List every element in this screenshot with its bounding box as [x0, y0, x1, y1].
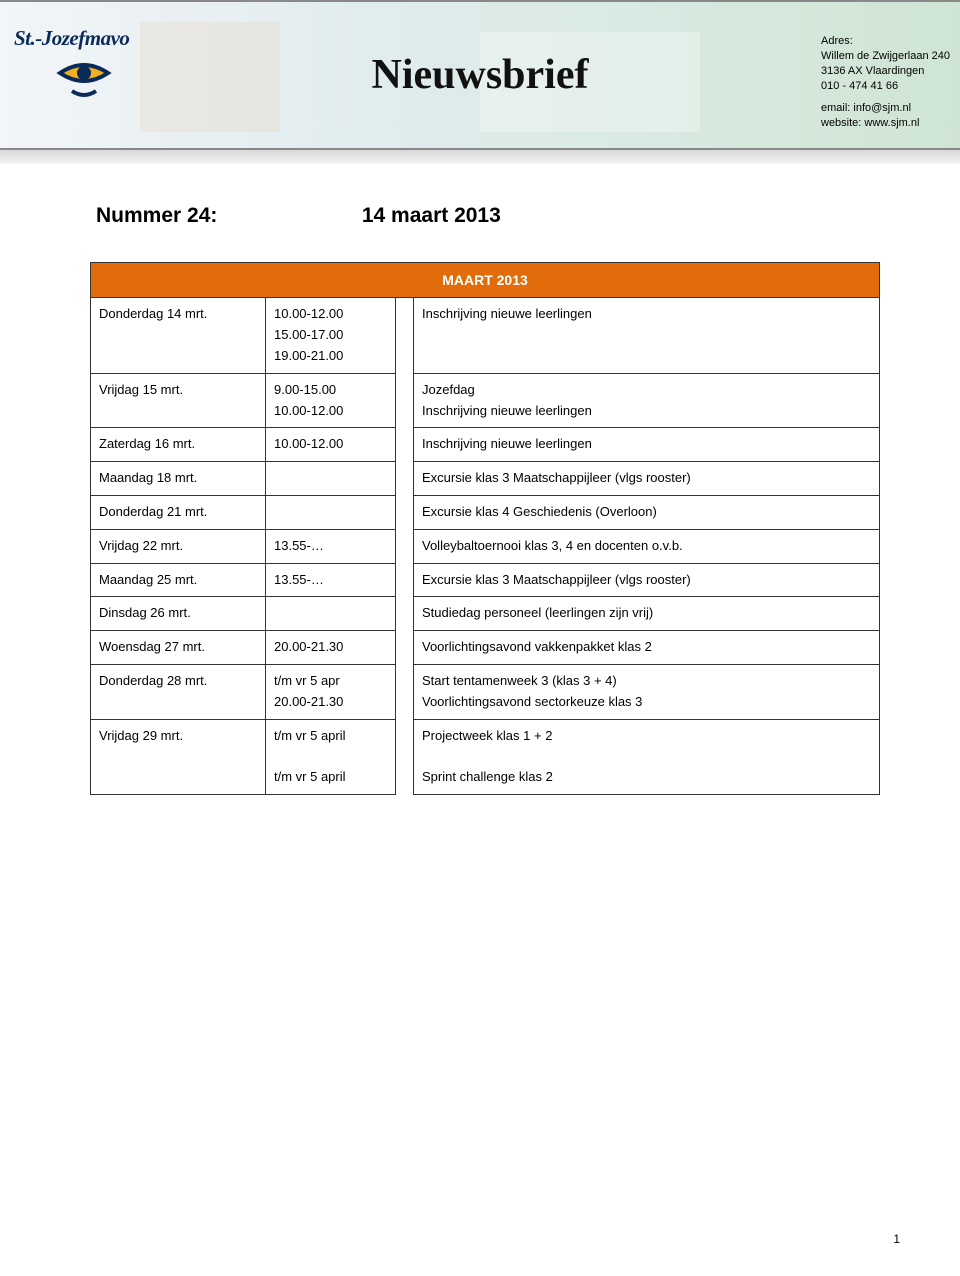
cell-time: 20.00-21.30	[266, 631, 396, 665]
cell-description: Projectweek klas 1 + 2Sprint challenge k…	[414, 719, 880, 794]
cell-day: Woensdag 27 mrt.	[91, 631, 266, 665]
cell-description: Excursie klas 3 Maatschappijleer (vlgs r…	[414, 563, 880, 597]
cell-description: JozefdagInschrijving nieuwe leerlingen	[414, 373, 880, 428]
banner-underline	[0, 150, 960, 164]
table-row: Donderdag 14 mrt.10.00-12.0015.00-17.001…	[91, 298, 880, 373]
table-row: Vrijdag 29 mrt.t/m vr 5 aprilt/m vr 5 ap…	[91, 719, 880, 794]
address-line2: 3136 AX Vlaardingen	[821, 64, 950, 79]
page-number: 1	[893, 1232, 900, 1246]
cell-time: t/m vr 5 apr20.00-21.30	[266, 664, 396, 719]
address-line1: Willem de Zwijgerlaan 240	[821, 49, 950, 64]
issue-number: Nummer 24:	[96, 204, 356, 228]
cell-description: Inschrijving nieuwe leerlingen	[414, 428, 880, 462]
table-row: Donderdag 21 mrt. Excursie klas 4 Geschie…	[91, 495, 880, 529]
cell-description: Inschrijving nieuwe leerlingen	[414, 298, 880, 373]
cell-spacer	[396, 563, 414, 597]
cell-day: Donderdag 14 mrt.	[91, 298, 266, 373]
cell-day: Maandag 25 mrt.	[91, 563, 266, 597]
table-row: Vrijdag 15 mrt. 9.00-15.0010.00-12.00 Joz…	[91, 373, 880, 428]
cell-time: 13.55-…	[266, 529, 396, 563]
cell-description: Start tentamenweek 3 (klas 3 + 4)Voorlic…	[414, 664, 880, 719]
issue-date: 14 maart 2013	[362, 204, 501, 227]
cell-time: t/m vr 5 aprilt/m vr 5 april	[266, 719, 396, 794]
cell-spacer	[396, 597, 414, 631]
cell-time: 9.00-15.0010.00-12.00	[266, 373, 396, 428]
cell-time	[266, 597, 396, 631]
cell-description: Excursie klas 4 Geschiedenis (Overloon)	[414, 495, 880, 529]
cell-description: Studiedag personeel (leerlingen zijn vri…	[414, 597, 880, 631]
cell-time: 13.55-…	[266, 563, 396, 597]
cell-spacer	[396, 373, 414, 428]
table-row: Dinsdag 26 mrt. Studiedag personeel (leer…	[91, 597, 880, 631]
month-header-row: MAART 2013	[91, 263, 880, 298]
page-banner: St.-Jozefmavo Nieuwsbrief Adres: Willem …	[0, 0, 960, 150]
table-row: Woensdag 27 mrt.20.00-21.30 Voorlichtings…	[91, 631, 880, 665]
cell-spacer	[396, 462, 414, 496]
table-row: Vrijdag 22 mrt.13.55-… Volleybaltoernooi …	[91, 529, 880, 563]
table-row: Zaterdag 16 mrt.10.00-12.00 Inschrijving …	[91, 428, 880, 462]
cell-day: Vrijdag 29 mrt.	[91, 719, 266, 794]
school-logo: St.-Jozefmavo	[14, 26, 129, 104]
cell-day: Zaterdag 16 mrt.	[91, 428, 266, 462]
issue-heading: Nummer 24: 14 maart 2013	[96, 204, 880, 228]
table-row: Maandag 18 mrt. Excursie klas 3 Maatschap…	[91, 462, 880, 496]
cell-spacer	[396, 631, 414, 665]
address-phone: 010 - 474 41 66	[821, 79, 950, 94]
cell-day: Donderdag 28 mrt.	[91, 664, 266, 719]
cell-day: Vrijdag 22 mrt.	[91, 529, 266, 563]
table-row: Maandag 25 mrt.13.55-… Excursie klas 3 Ma…	[91, 563, 880, 597]
cell-time	[266, 495, 396, 529]
address-website: website: www.sjm.nl	[821, 116, 950, 131]
month-header: MAART 2013	[91, 263, 880, 298]
cell-time: 10.00-12.0015.00-17.0019.00-21.00	[266, 298, 396, 373]
cell-spacer	[396, 719, 414, 794]
cell-spacer	[396, 664, 414, 719]
cell-day: Maandag 18 mrt.	[91, 462, 266, 496]
cell-description: Voorlichtingsavond vakkenpakket klas 2	[414, 631, 880, 665]
cell-description: Excursie klas 3 Maatschappijleer (vlgs r…	[414, 462, 880, 496]
cell-description: Volleybaltoernooi klas 3, 4 en docenten …	[414, 529, 880, 563]
address-email: email: info@sjm.nl	[821, 101, 950, 116]
cell-spacer	[396, 529, 414, 563]
cell-spacer	[396, 298, 414, 373]
cell-spacer	[396, 428, 414, 462]
logo-text: St.-Jozefmavo	[14, 26, 129, 51]
address-block: Adres: Willem de Zwijgerlaan 240 3136 AX…	[821, 34, 950, 131]
address-label: Adres:	[821, 34, 950, 49]
cell-day: Vrijdag 15 mrt.	[91, 373, 266, 428]
table-row: Donderdag 28 mrt.t/m vr 5 apr20.00-21.30…	[91, 664, 880, 719]
cell-day: Donderdag 21 mrt.	[91, 495, 266, 529]
eye-icon	[54, 55, 129, 104]
newsletter-title: Nieuwsbrief	[372, 51, 589, 99]
cell-time: 10.00-12.00	[266, 428, 396, 462]
cell-day: Dinsdag 26 mrt.	[91, 597, 266, 631]
cell-spacer	[396, 495, 414, 529]
cell-time	[266, 462, 396, 496]
calendar-table: MAART 2013 Donderdag 14 mrt.10.00-12.001…	[90, 262, 880, 795]
page-content: Nummer 24: 14 maart 2013 MAART 2013 Dond…	[0, 164, 960, 795]
